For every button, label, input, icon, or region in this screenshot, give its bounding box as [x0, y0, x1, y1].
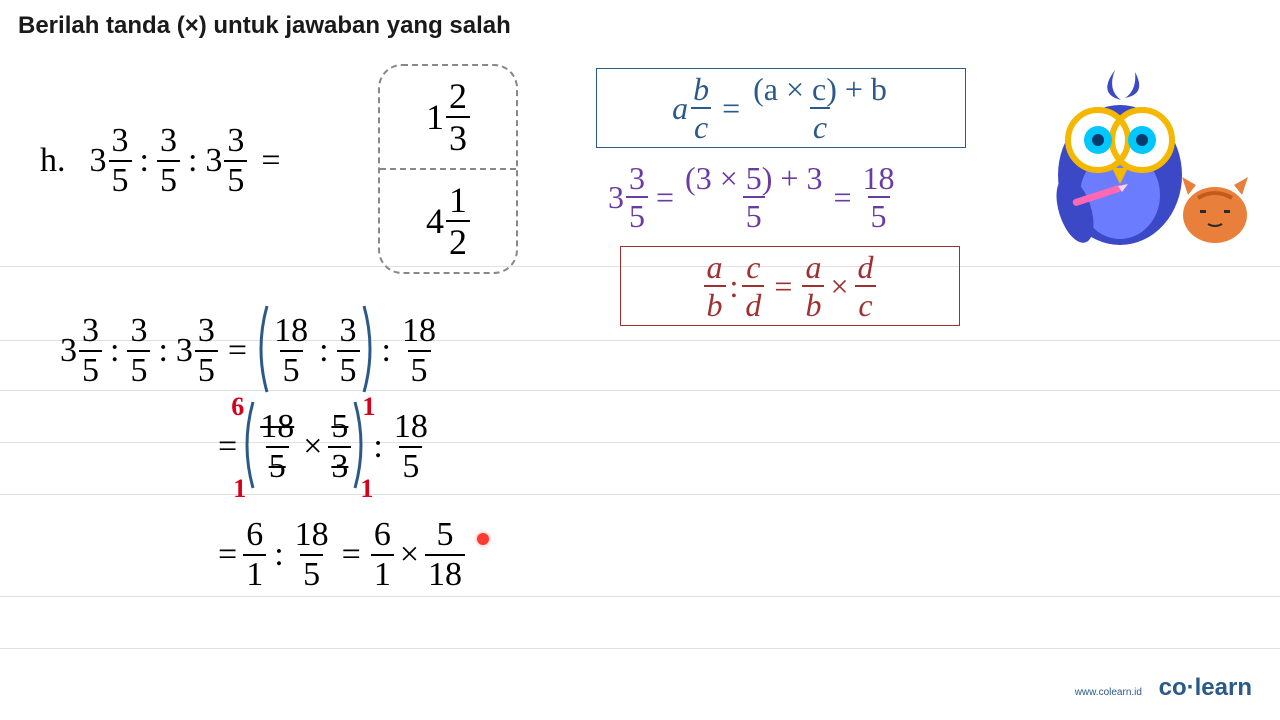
mixed-fraction: 3 35 [90, 124, 132, 198]
owl-icon [1049, 70, 1182, 247]
page-title: Berilah tanda (×) untuk jawaban yang sal… [18, 12, 511, 40]
right-paren-icon [351, 400, 369, 490]
colon: : [188, 142, 197, 180]
formula-mixed-to-improper: a bc = (a × c) + bc [596, 68, 966, 148]
mascot-illustration [1000, 60, 1260, 250]
work-step-2: = 6 1 1 1 185 × 53 : 185 [218, 410, 431, 484]
answer-options-box: 1 23 4 12 [378, 64, 518, 274]
rule-line [0, 648, 1280, 649]
worked-conversion: 3 35 = (3 × 5) + 35 = 185 [608, 162, 898, 232]
paren-group: 185 : 35 [257, 314, 373, 388]
brand-name: co·learn [1159, 674, 1252, 701]
brand-url: www.colearn.id [1075, 687, 1142, 698]
paren-group: 6 1 1 1 185 × 53 [243, 410, 365, 484]
answer-option-bottom[interactable]: 4 12 [380, 170, 516, 272]
problem-expression: h. 3 35 : 35 : 3 35 = [40, 124, 295, 198]
answer-option-top[interactable]: 1 23 [380, 66, 516, 170]
problem-label: h. [40, 142, 66, 180]
left-paren-icon [239, 400, 257, 490]
rule-line [0, 390, 1280, 391]
colon: : [140, 142, 149, 180]
mixed-fraction: 3 35 [205, 124, 247, 198]
equals-sign: = [261, 142, 280, 180]
rule-line [0, 494, 1280, 495]
rule-line [0, 596, 1280, 597]
brand-logo: www.colearn.id co·learn [1075, 674, 1252, 702]
right-paren-icon [360, 304, 378, 394]
rule-line [0, 442, 1280, 443]
left-paren-icon [253, 304, 271, 394]
fraction: 35 [157, 124, 180, 198]
formula-division-rule: ab : cd = ab × dc [620, 246, 960, 326]
pointer-dot-icon [477, 533, 489, 545]
work-step-1: 3 35 : 35 : 3 35 = 185 : 35 : 185 [60, 314, 439, 388]
work-step-3: = 61 : 185 = 61 × 518 [218, 518, 465, 592]
cat-icon [1182, 177, 1248, 243]
